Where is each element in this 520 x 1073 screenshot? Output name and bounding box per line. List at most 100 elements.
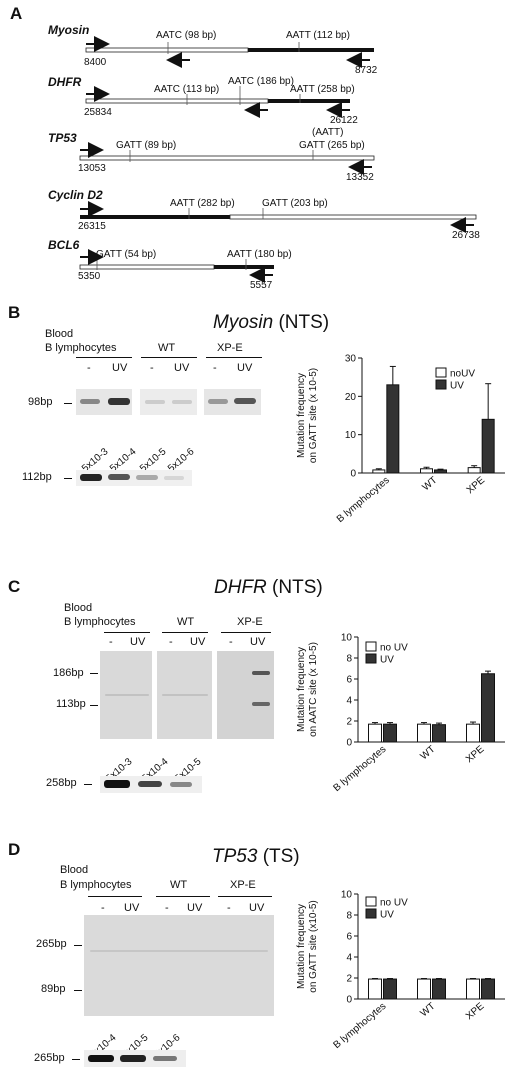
lane-minus-label: - <box>101 902 105 914</box>
gel-band <box>88 1055 114 1062</box>
marker-tick <box>64 478 72 479</box>
lane-uv-label: UV <box>130 636 146 648</box>
legend-swatch <box>435 379 447 390</box>
marker-113bp-label: 113bp <box>56 698 86 710</box>
bar-no-uv <box>368 723 382 743</box>
chart-d: 0 2 4 6 8 10 Mutation frequency on GATT site (x… <box>296 890 505 1051</box>
xpe-label: XP-E <box>230 879 256 891</box>
gel-band <box>170 782 192 787</box>
lane-minus-label: - <box>165 902 169 914</box>
group-underline <box>156 896 210 897</box>
lane-minus-label: - <box>213 362 217 374</box>
dhfr-site-label: AATC (186 bp) <box>228 76 294 87</box>
category-label: WT <box>418 744 437 762</box>
bcl6-filled-segment <box>214 265 274 269</box>
gel-band <box>153 1056 177 1061</box>
group-underline <box>162 632 208 633</box>
y-tick-label: 4 <box>346 953 352 964</box>
gene-map-diagram <box>79 36 477 283</box>
gel-band <box>172 400 192 404</box>
legend-swatch <box>365 641 377 652</box>
xpe-label: XP-E <box>217 342 243 354</box>
bar-nouv <box>372 469 386 474</box>
y-axis-label-line: Mutation frequency <box>296 373 307 458</box>
gene-name-bcl6: BCL6 <box>48 238 80 252</box>
dhfr-open-segment <box>85 98 269 104</box>
bar-uv <box>386 384 400 474</box>
legend-label: no UV <box>380 898 408 909</box>
bcl6-site-label: GATT (54 bp) <box>96 249 157 260</box>
gel-band <box>145 400 165 404</box>
tp53-end-coord: 13352 <box>346 172 374 183</box>
cyclin-d2-end-coord: 26738 <box>452 230 480 241</box>
bcl6-end-coord: 5557 <box>250 280 273 291</box>
category-label: B lymphocytes <box>332 1001 389 1051</box>
lane-uv-label: UV <box>237 362 253 374</box>
b-lymphocytes-label: B lymphocytes <box>64 616 136 628</box>
lane-uv-label: UV <box>249 902 265 914</box>
y-axis-label-line: on AATC site (x 10-5) <box>308 642 319 737</box>
category-label-text: WT <box>420 475 439 493</box>
category-label: B lymphocytes <box>332 744 389 794</box>
gel-band <box>164 476 184 480</box>
y-axis-label-line: Mutation frequency <box>296 904 307 989</box>
bar-no-uv <box>466 978 480 1000</box>
gel-dilution-strip <box>76 470 192 486</box>
tp53-open-segment <box>79 155 375 161</box>
legend-label: noUV <box>450 369 475 380</box>
panel-d-letter: D <box>8 840 21 859</box>
category-label-text: XPE <box>465 475 488 497</box>
category-label-text: XPE <box>464 744 487 766</box>
y-tick-label: 0 <box>350 469 356 480</box>
dhfr-start-coord: 25834 <box>84 107 112 118</box>
legend-label: no UV <box>380 643 408 654</box>
group-underline <box>76 357 132 358</box>
lane-minus-label: - <box>87 362 91 374</box>
panel-b-title: Myosin (NTS) <box>213 312 330 333</box>
marker-265bp-label: 265bp <box>36 938 67 950</box>
dhfr-end-coord: 26122 <box>330 115 358 126</box>
cyclin-d2-site-label: AATT (282 bp) <box>170 198 235 209</box>
legend-swatch <box>435 367 447 378</box>
bar-uv <box>481 978 495 1000</box>
gel-band <box>138 781 162 787</box>
category-label: XPE <box>464 744 487 766</box>
y-tick-label: 4 <box>346 696 352 707</box>
b-lymphocytes-label: B lymphocytes <box>60 879 132 891</box>
chart-c: 0 2 4 6 8 10 Mutation frequency on AATC site (x… <box>296 633 505 794</box>
bar-uv <box>481 673 495 743</box>
marker-tick <box>64 403 72 404</box>
panel-d-title: TP53 (TS) <box>212 846 300 867</box>
category-label-text: WT <box>418 744 437 762</box>
bar-no-uv <box>466 723 480 743</box>
gel-band <box>252 671 270 675</box>
lane-uv-label: UV <box>190 636 206 648</box>
wt-label: WT <box>158 342 176 354</box>
gel-band <box>104 780 130 788</box>
cyclin-d2-site-label: GATT (203 bp) <box>262 198 328 209</box>
cyclin-d2-open-segment <box>229 214 477 220</box>
marker-tick <box>74 945 82 946</box>
bar-uv <box>481 418 495 474</box>
marker-186bp-label: 186bp <box>53 667 84 679</box>
category-label-text: B lymphocytes <box>335 475 392 525</box>
myosin-start-coord: 8400 <box>84 57 107 68</box>
marker-265bp-bottom-label: 265bp <box>34 1052 65 1064</box>
gene-name-myosin: Myosin <box>48 23 90 37</box>
gel-band <box>90 950 268 952</box>
bar-nouv <box>467 467 481 474</box>
group-underline <box>221 632 271 633</box>
marker-89bp-label: 89bp <box>41 983 66 995</box>
bcl6-start-coord: 5350 <box>78 271 101 282</box>
gene-name-cyclin-d2: Cyclin D2 <box>48 188 103 202</box>
cyclin-d2-start-coord: 26315 <box>78 221 106 232</box>
dhfr-site-label: AATT (258 bp) <box>290 84 355 95</box>
gel-lane-block <box>84 915 274 1016</box>
xpe-label: XP-E <box>237 616 263 628</box>
lane-uv-label: UV <box>112 362 128 374</box>
myosin-site-label: AATC (98 bp) <box>156 30 217 41</box>
lane-minus-label: - <box>229 636 233 648</box>
bar-uv <box>432 978 446 1000</box>
bar-no-uv <box>417 723 431 743</box>
tp53-site-label: (AATT) <box>312 127 344 138</box>
